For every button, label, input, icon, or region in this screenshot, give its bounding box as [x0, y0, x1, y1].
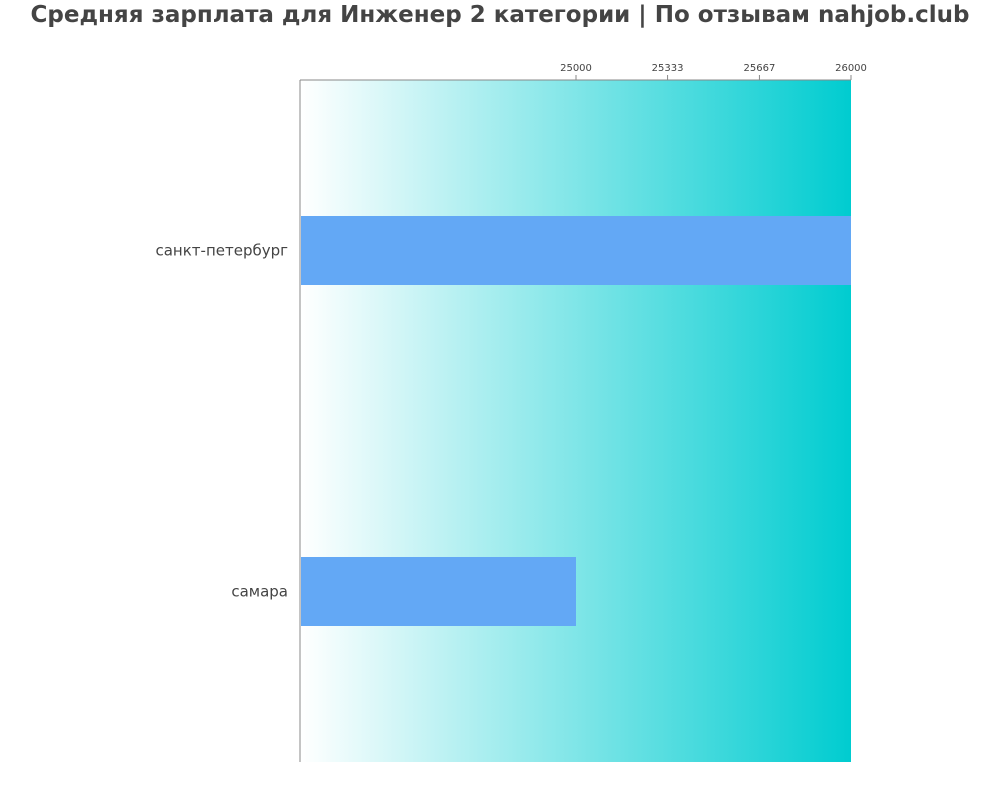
- chart-title: Средняя зарплата для Инженер 2 категории…: [30, 2, 970, 28]
- x-tick-label: 26000: [835, 63, 867, 74]
- bars: [301, 216, 851, 626]
- plot-background: [301, 80, 851, 762]
- category-labels: санкт-петербург самара: [155, 242, 288, 601]
- category-label: самара: [231, 583, 288, 601]
- category-label: санкт-петербург: [155, 242, 288, 260]
- x-tick-label: 25000: [560, 63, 592, 74]
- bar: [301, 557, 576, 626]
- bar: [301, 216, 851, 285]
- x-tick-label: 25667: [744, 63, 776, 74]
- x-axis-ticks: 25000 25333 25667 26000: [560, 63, 867, 80]
- x-tick-label: 25333: [652, 63, 684, 74]
